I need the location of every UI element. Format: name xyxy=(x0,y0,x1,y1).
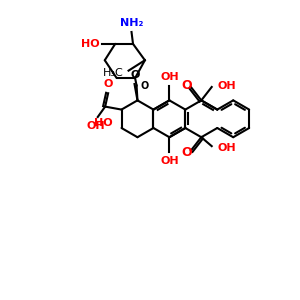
Text: OH: OH xyxy=(160,72,179,82)
Text: HO: HO xyxy=(94,118,112,128)
Text: OH: OH xyxy=(160,156,179,166)
Text: HO: HO xyxy=(81,39,99,49)
Text: O: O xyxy=(181,146,192,159)
Text: O: O xyxy=(140,80,148,91)
Text: OH: OH xyxy=(217,80,236,91)
Text: O: O xyxy=(130,70,140,80)
Text: OH: OH xyxy=(87,121,106,130)
Text: O: O xyxy=(103,79,113,89)
Text: H₃C: H₃C xyxy=(103,68,123,78)
Text: O: O xyxy=(181,79,192,92)
Text: OH: OH xyxy=(217,142,236,153)
Text: NH₂: NH₂ xyxy=(120,18,143,28)
